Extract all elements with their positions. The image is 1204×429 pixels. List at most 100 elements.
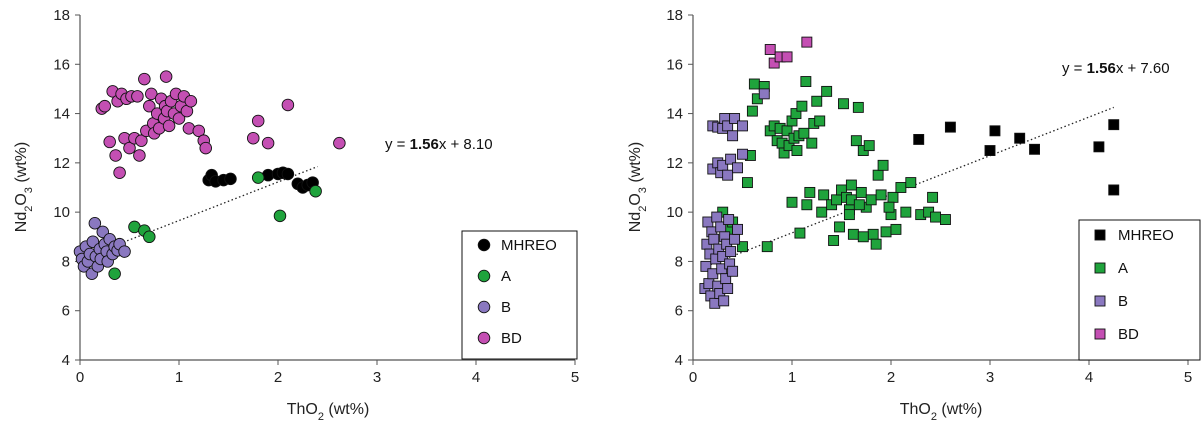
data-point-a xyxy=(796,100,808,112)
data-point-b xyxy=(718,295,730,307)
x-tick-label: 3 xyxy=(986,369,994,386)
data-point-a xyxy=(940,214,951,225)
y-tick-label: 18 xyxy=(53,7,70,24)
data-point-a xyxy=(890,223,902,235)
data-point-bd xyxy=(103,135,116,149)
legend-label-b: B xyxy=(501,299,511,316)
data-point-bd xyxy=(98,99,111,113)
data-point-a xyxy=(742,177,753,189)
data-point-a xyxy=(309,184,322,198)
data-point-b xyxy=(118,245,131,258)
data-point-b xyxy=(725,153,737,165)
x-tick-label: 2 xyxy=(274,369,282,386)
data-point-a xyxy=(821,85,833,97)
data-point-bd xyxy=(768,57,780,69)
y-axis-title: Nd2O3 (wt%) xyxy=(13,142,35,232)
y-tick-label: 10 xyxy=(666,204,683,221)
data-point-a xyxy=(880,226,892,238)
y-tick-label: 6 xyxy=(675,303,683,320)
legend-marker-b xyxy=(477,300,491,314)
data-point-a xyxy=(843,209,855,221)
x-tick-label: 0 xyxy=(76,369,84,386)
data-point-a xyxy=(872,169,884,181)
data-point-a xyxy=(816,206,828,218)
data-point-a xyxy=(905,177,917,189)
data-points xyxy=(699,36,1120,309)
y-tick-label: 12 xyxy=(53,155,70,172)
data-point-a xyxy=(251,171,265,184)
data-point-a xyxy=(790,108,802,120)
data-point-a xyxy=(818,189,830,201)
data-point-bd xyxy=(192,124,206,138)
data-point-bd xyxy=(145,87,158,101)
data-point-bd xyxy=(131,90,144,103)
y-tick-label: 18 xyxy=(666,7,683,24)
data-point-a xyxy=(834,221,845,233)
y-tick-label: 14 xyxy=(666,106,683,123)
legend-marker-mhreo xyxy=(477,238,491,252)
data-point-mhreo xyxy=(224,172,237,186)
data-point-bd xyxy=(199,141,212,155)
data-point-bd xyxy=(764,44,776,55)
legend-label-a: A xyxy=(501,268,511,285)
trendline-equation: y = 1.56x + 7.60 xyxy=(1062,60,1170,77)
data-point-mhreo xyxy=(913,133,925,145)
data-point-bd xyxy=(251,114,265,128)
legend-label-bd: BD xyxy=(501,330,522,347)
x-tick-label: 4 xyxy=(1085,369,1093,386)
data-point-bd xyxy=(246,131,260,145)
data-point-a xyxy=(855,186,867,198)
data-point-mhreo xyxy=(281,167,295,181)
data-point-a xyxy=(811,95,823,107)
data-point-bd xyxy=(333,136,346,150)
y-tick-label: 4 xyxy=(62,352,70,369)
data-point-a xyxy=(814,115,826,127)
data-point-a xyxy=(863,140,875,152)
data-point-b xyxy=(88,216,102,230)
x-tick-label: 4 xyxy=(472,369,480,386)
x-tick-label: 1 xyxy=(175,369,183,386)
data-point-a xyxy=(838,98,849,110)
y-tick-label: 14 xyxy=(53,106,70,123)
data-point-a xyxy=(806,137,818,149)
data-point-b xyxy=(711,211,723,223)
trendline-equation: y = 1.56x + 8.10 xyxy=(385,136,493,153)
data-point-a xyxy=(900,206,912,218)
data-point-a xyxy=(761,241,773,253)
data-point-a xyxy=(800,76,812,87)
data-point-mhreo xyxy=(989,125,1001,137)
data-point-b xyxy=(700,260,712,272)
data-point-bd xyxy=(184,94,198,108)
y-tick-label: 10 xyxy=(53,204,70,221)
data-point-bd xyxy=(133,149,146,162)
data-point-b xyxy=(722,283,734,294)
data-point-bd xyxy=(162,119,176,133)
data-point-bd xyxy=(159,70,173,83)
data-point-b xyxy=(722,169,734,181)
data-point-bd xyxy=(109,149,122,162)
data-point-b xyxy=(727,265,739,277)
data-point-a xyxy=(887,191,899,203)
legend-marker-a xyxy=(477,269,491,283)
data-point-bd xyxy=(113,166,126,179)
data-point-a xyxy=(831,194,842,206)
legend-label-b: B xyxy=(1118,293,1128,310)
data-point-b xyxy=(737,148,748,160)
data-point-a xyxy=(108,267,121,281)
x-tick-label: 5 xyxy=(571,369,579,386)
x-axis-title: ThO2 (wt%) xyxy=(900,401,983,423)
x-tick-label: 3 xyxy=(373,369,381,386)
y-tick-label: 12 xyxy=(666,155,683,172)
data-point-bd xyxy=(261,136,275,150)
data-point-mhreo xyxy=(1029,143,1041,155)
data-point-a xyxy=(857,231,869,243)
data-point-mhreo xyxy=(1108,184,1120,196)
x-tick-label: 2 xyxy=(887,369,895,386)
data-point-b xyxy=(708,233,720,245)
y-tick-label: 6 xyxy=(62,303,70,320)
data-point-b xyxy=(732,162,743,174)
data-point-a xyxy=(895,182,907,193)
data-point-mhreo xyxy=(1108,119,1120,131)
data-point-a xyxy=(804,186,816,198)
